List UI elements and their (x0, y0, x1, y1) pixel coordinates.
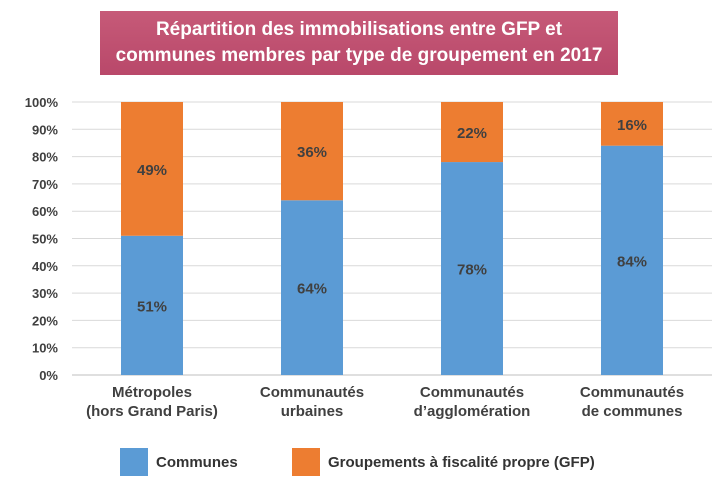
y-tick-label: 40% (32, 259, 58, 274)
x-tick-label: (hors Grand Paris) (86, 403, 218, 420)
y-tick-label: 70% (32, 177, 58, 192)
bar-communes (281, 200, 343, 375)
data-label: 64% (297, 281, 327, 298)
y-tick-label: 60% (32, 204, 58, 219)
data-label: 78% (457, 262, 487, 279)
x-tick-label: de communes (582, 403, 683, 420)
legend-label-gfp: Groupements à fiscalité propre (GFP) (328, 453, 595, 471)
y-tick-label: 20% (32, 313, 58, 328)
legend-item-gfp: Groupements à fiscalité propre (GFP) (292, 448, 595, 476)
bar-communes (601, 145, 663, 375)
data-label: 22% (457, 125, 487, 142)
chart-legend: Communes Groupements à fiscalité propre … (0, 448, 722, 484)
chart-title-line-2: communes membres par type de groupement … (115, 45, 603, 66)
y-tick-label: 50% (32, 232, 58, 247)
chart-title-line-1: Répartition des immobilisations entre GF… (155, 19, 563, 40)
bar-communes (121, 235, 183, 375)
legend-label-communes: Communes (156, 453, 238, 471)
y-tick-label: 30% (32, 286, 58, 301)
y-tick-label: 0% (39, 368, 58, 383)
data-label: 49% (137, 162, 167, 179)
y-tick-label: 90% (32, 122, 58, 137)
legend-item-communes: Communes (120, 448, 238, 476)
data-label: 51% (137, 298, 167, 315)
bar-gfp (441, 102, 503, 163)
legend-swatch-communes (120, 448, 148, 476)
y-tick-label: 80% (32, 150, 58, 165)
bar-gfp (121, 102, 183, 236)
bar-gfp (601, 102, 663, 146)
bar-gfp (281, 102, 343, 201)
x-tick-label: Communautés (580, 384, 684, 401)
bar-communes (441, 162, 503, 375)
x-tick-label: d’agglomération (414, 403, 531, 420)
chart-title: Répartition des immobilisations entre GF… (100, 11, 618, 75)
x-tick-label: Métropoles (112, 384, 192, 401)
y-tick-label: 10% (32, 341, 58, 356)
data-label: 36% (297, 144, 327, 161)
legend-swatch-gfp (292, 448, 320, 476)
x-tick-label: urbaines (281, 403, 344, 420)
data-label: 84% (617, 253, 647, 270)
x-tick-label: Communautés (420, 384, 524, 401)
stacked-bar-chart: 0% 10% 20% 30% 40% 50% 60% 70% 80% 90% 100% 51% 49% M… (25, 95, 712, 420)
x-tick-label: Communautés (260, 384, 364, 401)
data-label: 16% (617, 117, 647, 134)
y-tick-label: 100% (25, 95, 59, 110)
